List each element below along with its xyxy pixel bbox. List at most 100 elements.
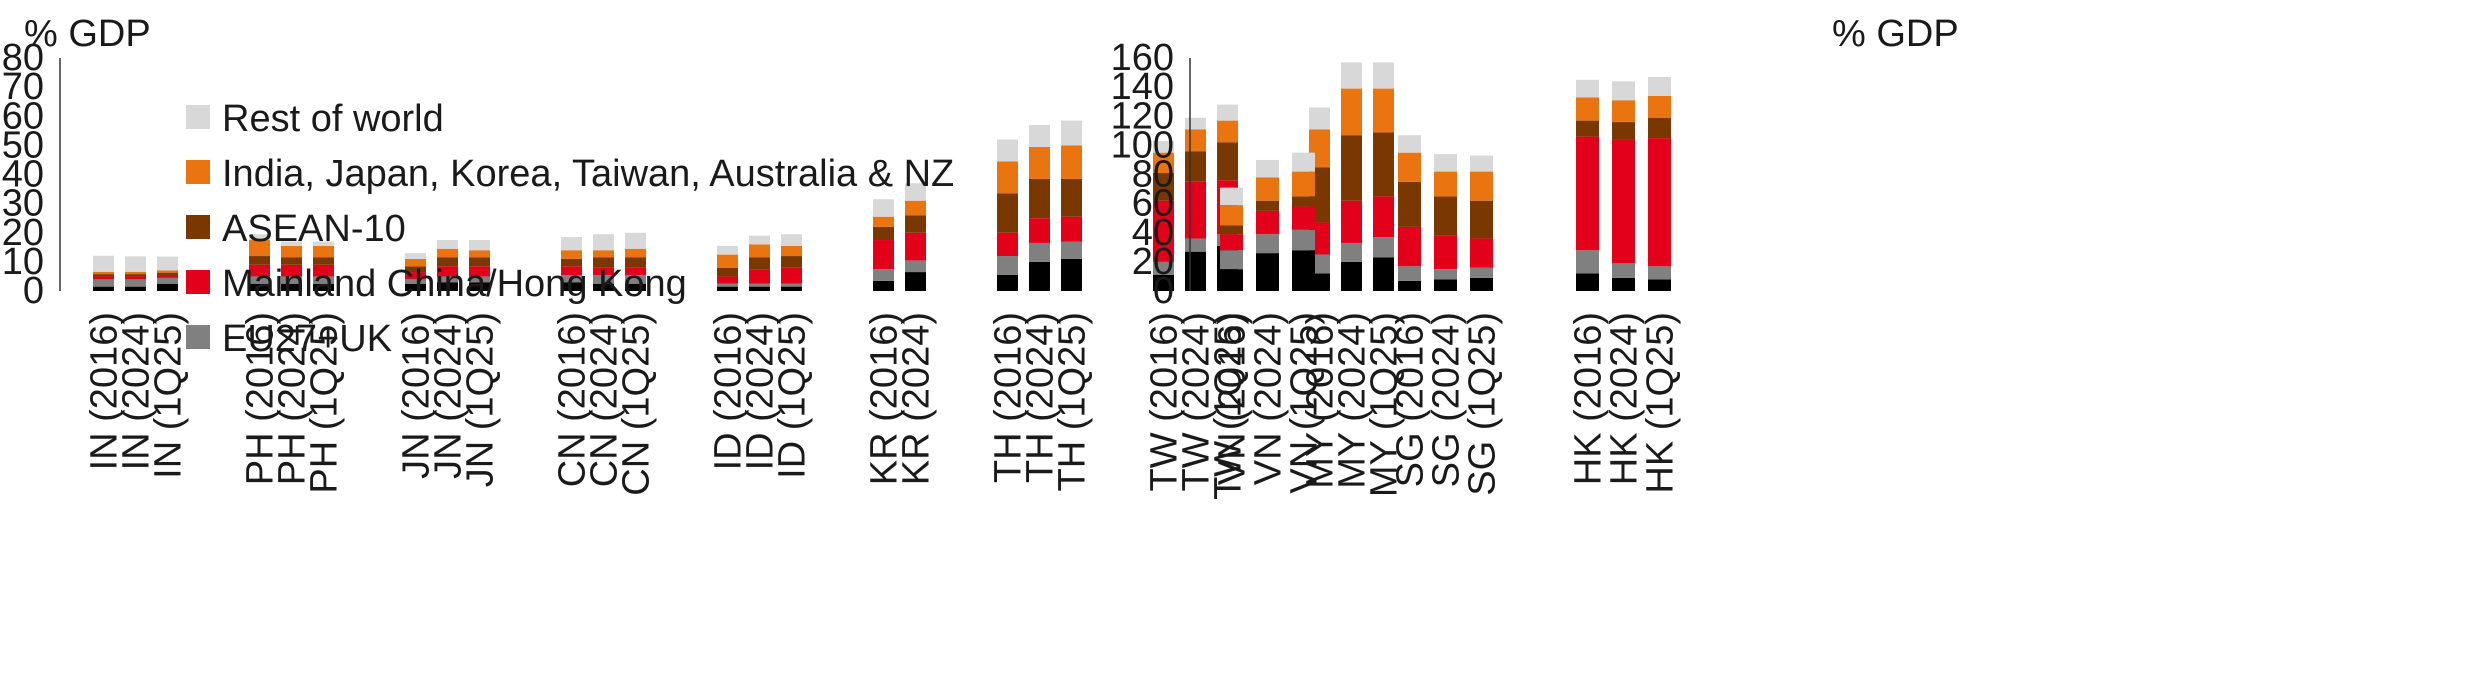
bar-segment-in-2016-india-japan-korea-taiwan-australia-nz xyxy=(93,271,114,275)
x-category-label-my-2024: MY (2024) xyxy=(1332,312,1374,489)
bar-segment-sg-2024-eu27-uk xyxy=(1434,269,1457,280)
bar-segment-id-2024-india-japan-korea-taiwan-australia-nz xyxy=(749,244,770,258)
bar-segment-kr-2024-mainland-china-hong-kong xyxy=(905,232,926,261)
bar-segment-th-2024-mainland-china-hong-kong xyxy=(1029,218,1050,243)
bar-segment-cn-2016-asean-10 xyxy=(561,258,582,267)
bar-segment-jn-2016-asean-10 xyxy=(405,266,426,273)
bar-segment-my-1q25-mainland-china-hong-kong xyxy=(1373,196,1394,238)
x-category-label-in-1q25: IN (1Q25) xyxy=(148,312,190,479)
bar-segment-sg-2016-mainland-china-hong-kong xyxy=(1398,226,1421,267)
bar-segment-kr-2016-rest-of-world xyxy=(873,199,894,217)
bar-segment-kr-2024-asean-10 xyxy=(905,215,926,233)
bar-segment-sg-1q25-india-japan-korea-taiwan-australia-nz xyxy=(1470,171,1493,201)
x-category-label-sg-1q25: SG (1Q25) xyxy=(1462,312,1504,496)
bar-segment-ph-2024-rest-of-world xyxy=(281,241,302,246)
bar-segment-vn-2016-eu27-uk xyxy=(1220,250,1243,270)
bar-segment-cn-2016-rest-of-world xyxy=(561,237,582,251)
bar-segment-jn-1q25-asean-10 xyxy=(469,257,490,267)
bar-segment-th-2024-eu27-uk xyxy=(1029,242,1050,262)
legend-swatch-eu27-uk xyxy=(186,325,210,349)
bar-segment-ph-2024-asean-10 xyxy=(281,257,302,265)
bar-segment-th-1q25-other xyxy=(1061,258,1082,291)
x-category-label-ph-2016: PH (2016) xyxy=(240,312,282,485)
bar-segment-vn-2016-india-japan-korea-taiwan-australia-nz xyxy=(1220,205,1243,226)
bar-segment-kr-2024-rest-of-world xyxy=(905,183,926,201)
bar-segment-th-1q25-eu27-uk xyxy=(1061,241,1082,259)
x-category-label-in-2016: IN (2016) xyxy=(84,312,126,470)
bar-segment-tw-2024-mainland-china-hong-kong xyxy=(1185,181,1206,239)
right-y-tick-label: 160 xyxy=(1111,37,1174,79)
legend-label-rest-of-world: Rest of world xyxy=(222,98,444,140)
right-y-tick-label: 80 xyxy=(1132,154,1174,196)
right-y-tick-label: 60 xyxy=(1132,183,1174,225)
bar-segment-ph-2024-mainland-china-hong-kong xyxy=(281,264,302,277)
bar-segment-id-2024-eu27-uk xyxy=(749,283,770,287)
bar-segment-th-2024-india-japan-korea-taiwan-australia-nz xyxy=(1029,146,1050,179)
bar-segment-jn-2024-eu27-uk xyxy=(437,276,458,283)
x-category-label-cn-2024: CN (2024) xyxy=(584,312,626,487)
bar-segment-jn-2024-other xyxy=(437,282,458,291)
bar-segment-tw-2024-rest-of-world xyxy=(1185,117,1206,130)
bar-segment-id-2024-rest-of-world xyxy=(749,235,770,245)
legend-item-asean-10: ASEAN-10 xyxy=(186,208,406,250)
bar-segment-th-2024-asean-10 xyxy=(1029,178,1050,219)
bar-segment-ph-2024-eu27-uk xyxy=(281,276,302,284)
bar-segment-id-2016-eu27-uk xyxy=(717,283,738,287)
bar-segment-th-1q25-india-japan-korea-taiwan-australia-nz xyxy=(1061,145,1082,179)
bar-segment-vn-1q25-other xyxy=(1292,250,1315,291)
bar-segment-ph-1q25-other xyxy=(313,283,334,291)
bar-segment-tw-2024-eu27-uk xyxy=(1185,238,1206,252)
x-category-label-jn-1q25: JN (1Q25) xyxy=(460,312,502,487)
x-category-label-id-2024: ID (2024) xyxy=(740,312,782,470)
bar-segment-vn-2024-eu27-uk xyxy=(1256,234,1279,254)
bar-segment-tw-2016-asean-10 xyxy=(1153,173,1174,201)
bar-segment-cn-2024-eu27-uk xyxy=(593,274,614,284)
bar-segment-in-1q25-mainland-china-hong-kong xyxy=(157,274,178,278)
bar-segment-in-1q25-asean-10 xyxy=(157,272,178,275)
bar-segment-kr-2024-eu27-uk xyxy=(905,260,926,273)
x-category-label-id-2016: ID (2016) xyxy=(708,312,750,470)
bar-segment-jn-1q25-india-japan-korea-taiwan-australia-nz xyxy=(469,250,490,258)
bar-segment-th-1q25-asean-10 xyxy=(1061,178,1082,217)
left-y-tick-label: 0 xyxy=(23,270,44,312)
bar-segment-ph-2016-india-japan-korea-taiwan-australia-nz xyxy=(249,240,270,257)
bar-segment-my-2024-mainland-china-hong-kong xyxy=(1341,200,1362,243)
right-y-unit-label: % GDP xyxy=(1832,13,1959,55)
bar-segment-jn-2024-asean-10 xyxy=(437,257,458,267)
bar-segment-tw-1q25-india-japan-korea-taiwan-australia-nz xyxy=(1217,120,1238,143)
bar-segment-jn-1q25-other xyxy=(469,282,490,291)
bar-segment-cn-2024-asean-10 xyxy=(593,257,614,268)
bar-segment-id-1q25-rest-of-world xyxy=(781,234,802,246)
bar-segment-id-1q25-asean-10 xyxy=(781,256,802,268)
x-category-label-kr-2016: KR (2016) xyxy=(864,312,906,485)
bar-segment-jn-2024-rest-of-world xyxy=(437,240,458,249)
bar-segment-my-2016-rest-of-world xyxy=(1309,107,1330,130)
bar-segment-hk-2016-asean-10 xyxy=(1576,120,1599,137)
bar-segment-kr-2024-other xyxy=(905,272,926,291)
legend-swatch-india-japan-korea-taiwan-australia-nz xyxy=(186,160,210,184)
bar-segment-th-1q25-rest-of-world xyxy=(1061,120,1082,146)
bar-segment-kr-2016-eu27-uk xyxy=(873,269,894,281)
bar-segment-ph-2024-other xyxy=(281,283,302,291)
bar-segment-jn-2024-india-japan-korea-taiwan-australia-nz xyxy=(437,248,458,258)
bar-segment-my-2024-asean-10 xyxy=(1341,135,1362,201)
bar-segment-sg-2016-eu27-uk xyxy=(1398,266,1421,281)
bar-segment-cn-1q25-asean-10 xyxy=(625,257,646,268)
x-category-label-cn-1q25: CN (1Q25) xyxy=(616,312,658,496)
bar-segment-ph-2016-eu27-uk xyxy=(249,276,270,284)
bar-segment-in-2016-asean-10 xyxy=(93,274,114,277)
bar-segment-cn-2024-mainland-china-hong-kong xyxy=(593,267,614,275)
legend-item-rest-of-world: Rest of world xyxy=(186,98,444,140)
x-category-label-th-2016: TH (2016) xyxy=(988,312,1030,483)
bar-segment-id-2024-asean-10 xyxy=(749,257,770,270)
x-category-label-my-2016: MY (2016) xyxy=(1300,312,1342,489)
left-y-tick-label: 20 xyxy=(2,212,44,254)
x-category-label-vn-2016: VN (2016) xyxy=(1212,312,1254,485)
bar-segment-jn-1q25-rest-of-world xyxy=(469,240,490,251)
bar-segment-hk-1q25-asean-10 xyxy=(1648,117,1671,139)
legend-label-asean-10: ASEAN-10 xyxy=(222,208,406,250)
right-y-tick-label: 40 xyxy=(1132,212,1174,254)
bar-segment-id-1q25-india-japan-korea-taiwan-australia-nz xyxy=(781,245,802,257)
